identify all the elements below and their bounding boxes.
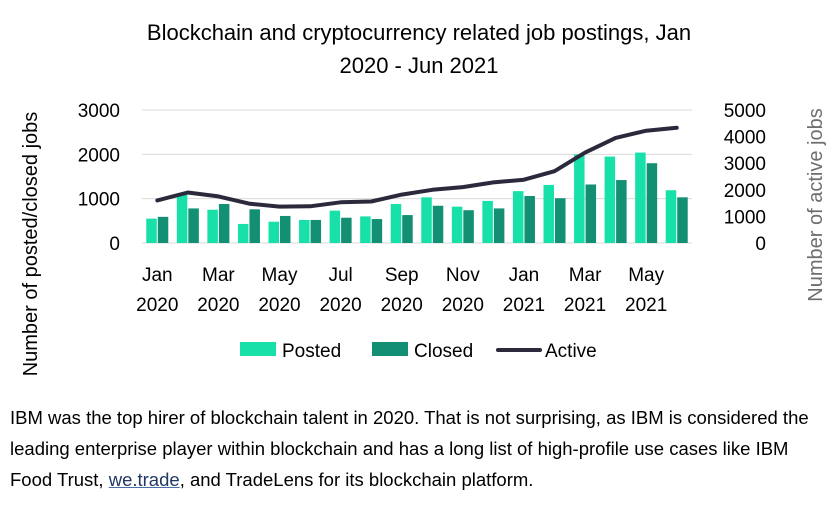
y2-tick-label: 5000 (724, 101, 766, 122)
x-tick-label: Jul (328, 265, 352, 286)
x-tick-label: 2020 (197, 295, 239, 316)
y-tick-label: 2000 (78, 145, 120, 166)
bar-posted-9 (390, 203, 402, 243)
x-tick-label: Nov (446, 265, 480, 286)
x-tick-label: 2020 (258, 295, 300, 316)
bar-posted-2 (176, 193, 188, 243)
legend-label-posted: Posted (282, 341, 341, 362)
chart-title-line-1: Blockchain and cryptocurrency related jo… (147, 20, 691, 45)
bar-closed-15 (585, 184, 597, 243)
bar-closed-5 (280, 215, 291, 243)
bar-posted-1 (146, 218, 157, 243)
bar-closed-12 (493, 208, 505, 243)
bar-closed-10 (432, 205, 444, 243)
bar-posted-3 (207, 209, 218, 243)
y-axis-title: Number of posted/closed jobs (20, 112, 42, 377)
bar-closed-9 (402, 215, 413, 243)
bar-closed-4 (249, 209, 260, 243)
x-tick-label: Jan (142, 265, 173, 286)
y2-tick-label: 3000 (724, 154, 766, 175)
bar-posted-15 (574, 154, 585, 243)
bar-posted-11 (451, 206, 463, 243)
y-tick-label: 0 (109, 234, 120, 255)
x-tick-label: May (628, 265, 664, 286)
bar-closed-17 (646, 163, 658, 243)
x-tick-label: May (262, 265, 298, 286)
bar-posted-17 (635, 152, 646, 243)
bar-posted-10 (421, 197, 432, 243)
bar-posted-5 (268, 221, 279, 243)
x-tick-label: Mar (569, 265, 602, 286)
y2-tick-label: 1000 (724, 207, 766, 228)
x-tick-label: 2020 (381, 295, 423, 316)
bar-closed-16 (616, 180, 627, 243)
caption-text-end: , and TradeLens for its blockchain platf… (179, 469, 534, 490)
y-tick-label: 3000 (78, 101, 120, 122)
x-tick-label: Jan (509, 265, 540, 286)
bar-posted-7 (329, 210, 341, 243)
x-tick-label: 2020 (136, 295, 178, 316)
legend-label-active: Active (545, 341, 597, 362)
bar-closed-14 (555, 198, 566, 243)
legend-label-closed: Closed (414, 341, 473, 362)
bar-closed-2 (188, 208, 199, 243)
legend-swatch-closed (372, 342, 408, 356)
y2-tick-label: 4000 (724, 128, 766, 149)
bar-posted-16 (604, 156, 616, 243)
chart-title-line-2: 2020 - Jun 2021 (339, 53, 498, 78)
bar-closed-13 (524, 196, 535, 243)
bar-closed-6 (310, 219, 322, 243)
x-tick-label: Mar (202, 265, 235, 286)
line-active (155, 125, 679, 209)
caption-text: IBM was the top hirer of blockchain tale… (10, 407, 809, 490)
x-tick-label: Sep (385, 265, 419, 286)
chart: Blockchain and cryptocurrency related jo… (20, 20, 827, 377)
bar-posted-4 (237, 223, 249, 243)
x-tick-label: 2021 (503, 295, 545, 316)
bar-posted-14 (543, 184, 554, 243)
bar-posted-8 (360, 216, 371, 243)
x-tick-label: 2020 (442, 295, 484, 316)
bar-posted-6 (299, 219, 310, 243)
bar-closed-18 (677, 197, 688, 243)
we-trade-link[interactable]: we.trade (108, 469, 180, 490)
y-tick-label: 1000 (78, 190, 120, 211)
bar-closed-3 (218, 203, 230, 243)
x-tick-label: 2021 (564, 295, 606, 316)
bar-posted-13 (512, 191, 524, 243)
bar-closed-8 (371, 219, 383, 243)
legend-swatch-posted (240, 342, 276, 356)
caption: IBM was the top hirer of blockchain tale… (10, 402, 834, 495)
bar-posted-18 (665, 190, 677, 243)
bar-closed-7 (341, 217, 352, 243)
x-tick-label: 2021 (625, 295, 667, 316)
bar-closed-11 (463, 210, 474, 243)
y2-tick-label: 0 (755, 234, 766, 255)
y2-tick-label: 2000 (724, 181, 766, 202)
bar-closed-1 (157, 216, 169, 243)
bar-posted-12 (482, 200, 493, 243)
y2-axis-title: Number of active jobs (805, 108, 827, 301)
x-tick-label: 2020 (319, 295, 361, 316)
